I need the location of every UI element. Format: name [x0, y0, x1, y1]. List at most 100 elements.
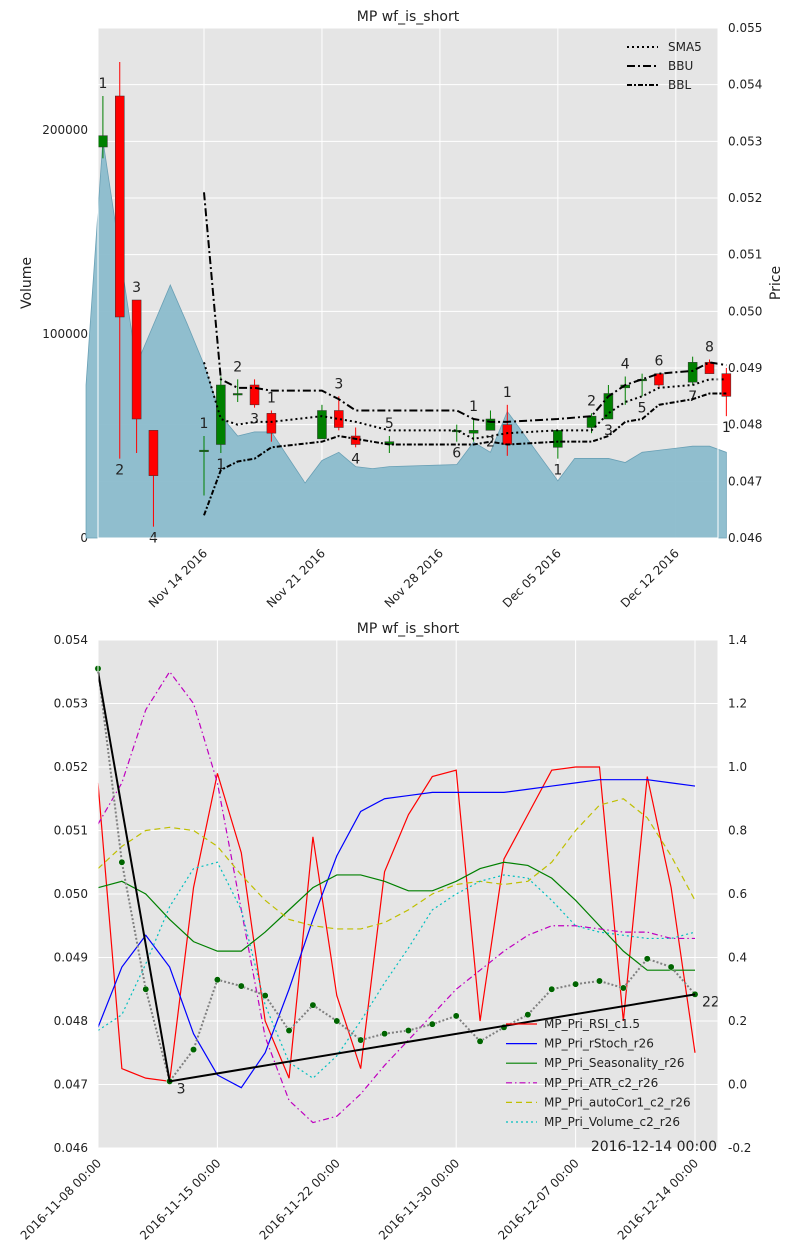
bottom-chart-title: MP wf_is_short: [357, 621, 460, 637]
candle-count-label: 5: [385, 416, 394, 432]
bottom-left-tick-label: 0.052: [54, 760, 88, 774]
candle-body: [603, 393, 614, 420]
price-marker: [190, 1046, 197, 1054]
candle-body: [199, 449, 209, 452]
price-marker: [619, 984, 627, 992]
candle-count-label: 1: [267, 391, 276, 407]
candle-body: [115, 95, 125, 318]
top-right-tick-label: 0.050: [728, 304, 762, 318]
legend-label-series-3: MP_Pri_Seasonality_r26: [544, 1056, 684, 1070]
candle-count-label: 1: [722, 420, 731, 436]
price-marker: [596, 977, 603, 985]
candle-body: [216, 384, 226, 445]
bottom-right-tick-label: 0.2: [728, 1014, 747, 1028]
bottom-plot-frame: [97, 639, 719, 1149]
legend-label-sma5: SMA5: [668, 40, 702, 54]
candle-body: [232, 393, 243, 396]
candle-count-label: 4: [149, 531, 158, 547]
top-right-tick-label: 0.046: [728, 531, 762, 545]
date-annotation: 2016-12-14 00:00: [591, 1139, 717, 1155]
top-x-tick-label: Dec 12 2016: [618, 546, 682, 610]
candle-body: [502, 424, 513, 445]
price-marker: [237, 982, 245, 990]
candle-body: [721, 373, 732, 397]
bbu-line: [203, 192, 727, 423]
candle-count-label: 1: [553, 463, 562, 479]
bottom-x-tick-label: 2016-11-30 00:00: [376, 1156, 462, 1242]
pivot-label: 3: [177, 1081, 186, 1097]
price-marker: [381, 1030, 389, 1038]
sma5-line: [203, 362, 727, 440]
candle-count-label: 1: [216, 457, 225, 473]
price-marker: [118, 858, 126, 866]
bottom-left-tick-label: 0.050: [54, 887, 88, 901]
candle-body: [98, 135, 108, 148]
bottom-left-tick-label: 0.048: [54, 1014, 88, 1028]
candle-body: [704, 362, 715, 374]
series-line-3: [97, 861, 695, 971]
legend-label-series-1: MP_Pri_RSI_c1.5: [544, 1017, 640, 1031]
candle-count-label: 3: [250, 412, 259, 428]
top-y-axis-label-left: Volume: [19, 257, 35, 309]
pivot-trend-line: [97, 671, 696, 1083]
top-x-tick-label: Nov 21 2016: [264, 546, 328, 610]
candle-count-label: 2: [587, 393, 596, 409]
candle-count-label: 3: [334, 376, 343, 392]
bottom-left-tick-label: 0.054: [54, 633, 88, 647]
bottom-x-tick-label: 2016-11-22 00:00: [257, 1156, 343, 1242]
top-y-axis-label-right: Price: [768, 266, 784, 300]
candle-count-label: 2: [115, 463, 124, 479]
candle-count-label: 1: [200, 416, 209, 432]
top-left-tick-label: 100000: [42, 327, 88, 341]
candle-body: [687, 362, 698, 383]
top-plot-frame: [97, 27, 719, 539]
legend-label-series-5: MP_Pri_autoCor1_c2_r26: [544, 1095, 691, 1109]
price-marker: [357, 1036, 365, 1044]
price-dotted-line: [97, 668, 696, 1084]
bottom-right-tick-label: 0.4: [728, 951, 747, 965]
candle-count-label: 2: [486, 434, 495, 450]
candle-count-label: 1: [503, 385, 512, 401]
series-line-1: [97, 766, 696, 1082]
bottom-left-tick-label: 0.046: [54, 1141, 88, 1155]
price-marker: [333, 1017, 341, 1025]
candle-body: [334, 410, 344, 428]
candle-count-label: 3: [604, 423, 613, 439]
candle-count-label: 3: [132, 280, 141, 296]
candle-body: [485, 418, 496, 431]
top-x-tick-label: Dec 05 2016: [500, 546, 564, 610]
top-right-tick-label: 0.054: [728, 78, 762, 92]
candle-count-label: 2: [233, 359, 242, 375]
candle-body: [468, 430, 479, 434]
bottom-right-tick-label: -0.2: [728, 1141, 751, 1155]
top-chart-title: MP wf_is_short: [357, 9, 460, 25]
top-left-tick-label: 0: [80, 531, 88, 545]
top-left-tick-label: 200000: [42, 123, 88, 137]
candle-count-label: 6: [654, 354, 663, 370]
candle-count-label: 8: [705, 340, 714, 356]
candle-count-label: 1: [98, 76, 107, 92]
price-marker: [524, 1011, 532, 1019]
pivot-label: 22: [702, 994, 720, 1010]
top-right-tick-label: 0.052: [728, 191, 762, 205]
price-marker: [261, 992, 269, 1000]
bottom-x-tick-label: 2016-11-08 00:00: [18, 1156, 104, 1242]
price-marker: [643, 955, 651, 963]
top-right-tick-label: 0.055: [728, 21, 762, 35]
candle-body: [452, 430, 462, 433]
candle-body: [148, 430, 159, 476]
candle-body: [317, 410, 327, 440]
top-x-tick-label: Nov 14 2016: [146, 546, 210, 610]
candle-body: [350, 435, 361, 445]
bottom-left-tick-label: 0.047: [54, 1078, 88, 1092]
bottom-right-tick-label: 1.2: [728, 697, 747, 711]
candle-body: [249, 384, 260, 406]
candle-count-label: 7: [688, 389, 697, 405]
bottom-right-tick-label: 1.0: [728, 760, 747, 774]
price-marker: [404, 1027, 412, 1034]
top-x-tick-label: Nov 28 2016: [382, 546, 446, 610]
candle-count-label: 1: [469, 399, 478, 415]
bottom-left-tick-label: 0.053: [54, 697, 88, 711]
candle-count-label: 4: [621, 357, 630, 373]
